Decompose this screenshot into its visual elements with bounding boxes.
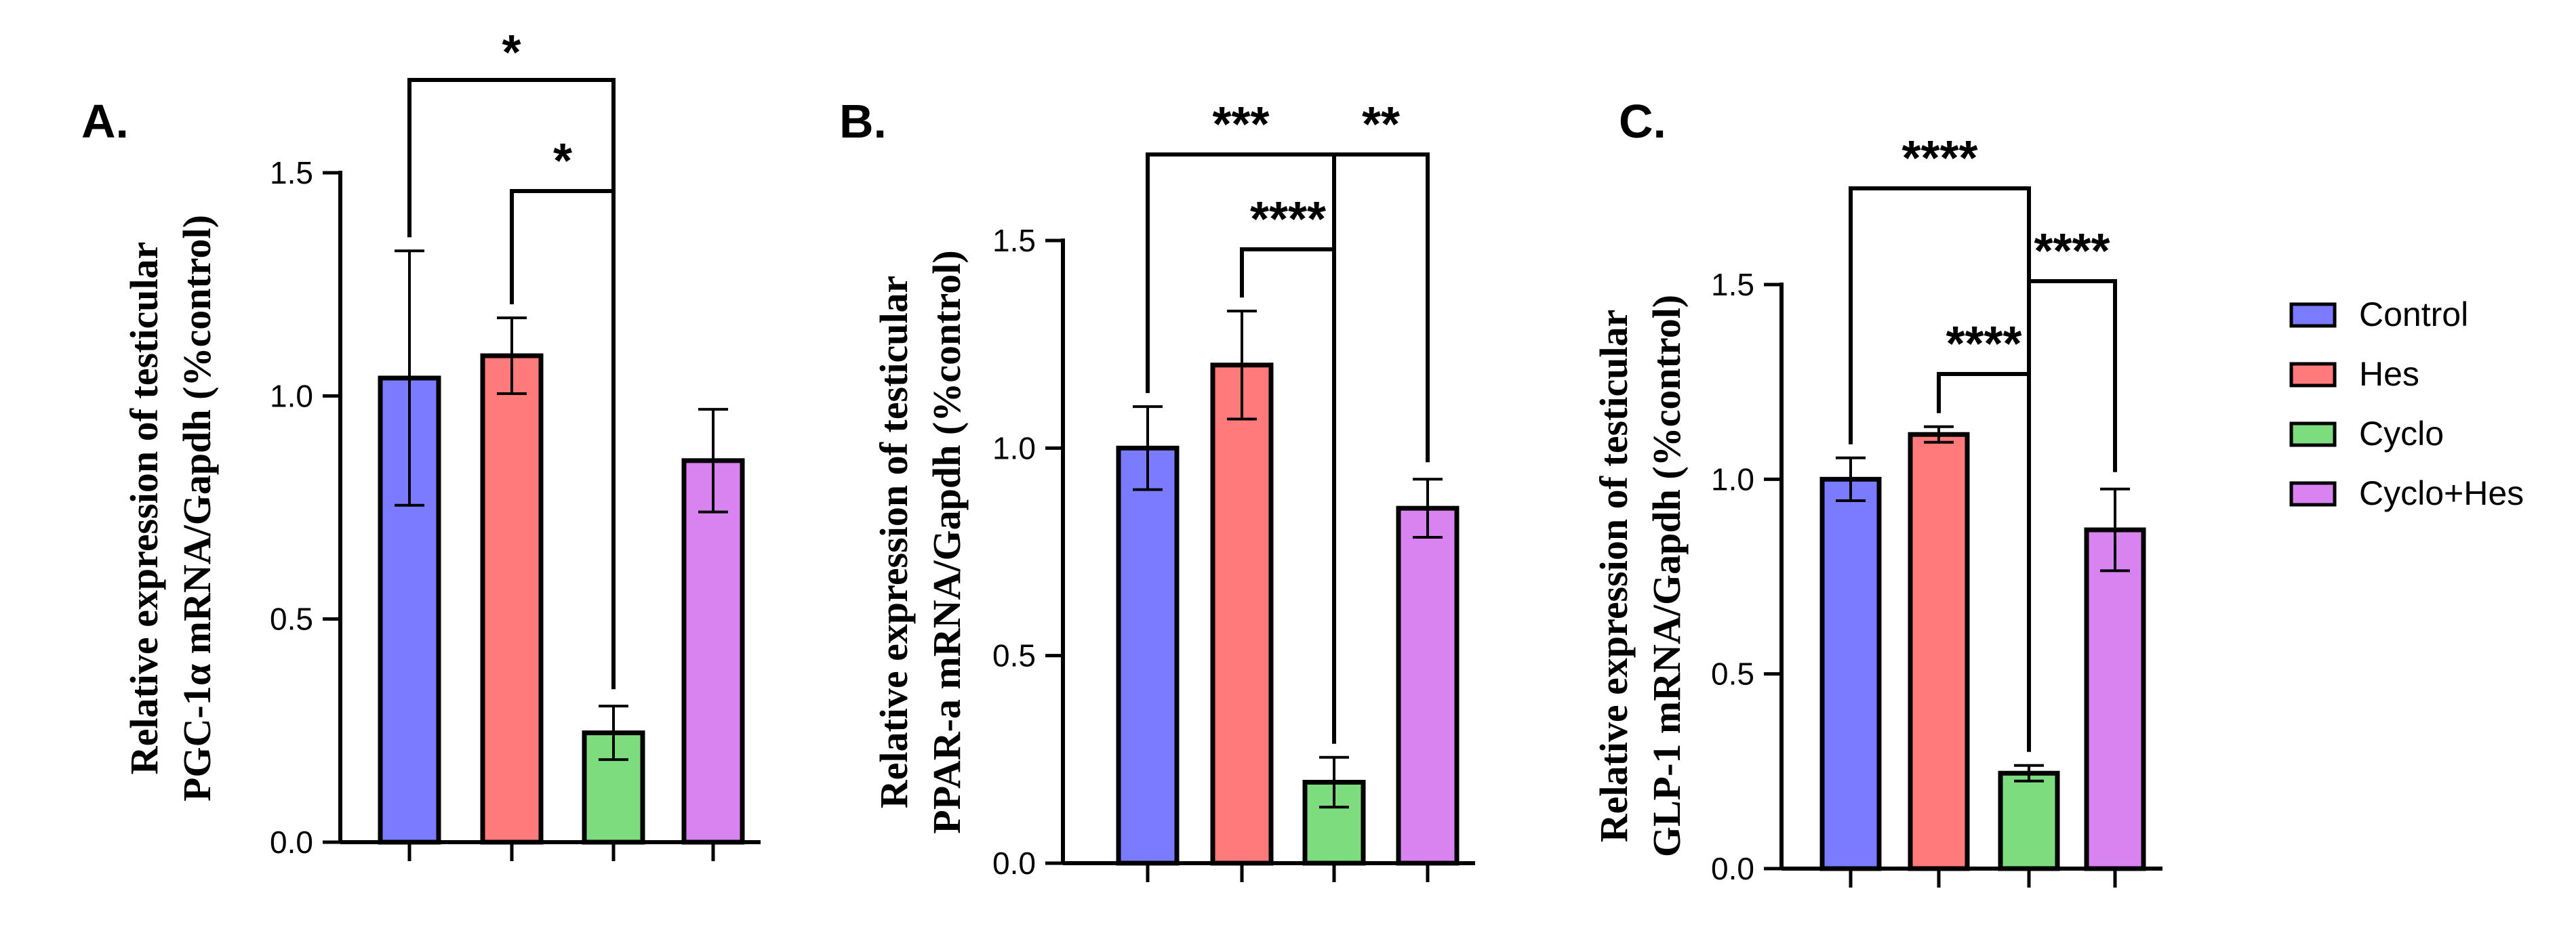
y-tick-label: 0.5 (270, 602, 313, 637)
bar-cyclo (1998, 770, 2060, 871)
legend-swatch (2289, 481, 2337, 507)
significance-bracket (2027, 279, 2117, 752)
legend-label: Cyclo (2359, 415, 2444, 453)
bar-hes (480, 353, 544, 845)
bar-cyclo-hes (1396, 505, 1460, 866)
significance-label: ** (1362, 98, 1400, 152)
bar-hes (1908, 432, 1970, 871)
legend-label: Cyclo+Hes (2359, 474, 2524, 512)
y-tick-label: 1.0 (992, 430, 1036, 465)
significance-label: **** (1250, 192, 1326, 247)
legend-swatch (2289, 421, 2337, 447)
y-axis-title-line2: GLP-1 mRNA/Gapdh (%control) (1645, 295, 1689, 857)
legend: Control Hes Cyclo Cyclo+Hes (2289, 295, 2524, 512)
chart-panel-a: A. Relative expression of testicular PGC-1… (81, 26, 761, 861)
y-tick-label: 0.0 (1711, 851, 1754, 886)
legend-swatch (2289, 362, 2337, 388)
y-axis-title: Relative expression of testicular GLP-1 m… (1592, 295, 1689, 857)
legend-label: Control (2359, 295, 2468, 333)
y-tick-label: 1.5 (270, 155, 313, 190)
y-tick-label: 1.0 (270, 378, 313, 413)
bar-cyclo-hes (681, 458, 745, 845)
significance-label: * (502, 26, 521, 80)
y-axis-title-line2: PGC-1α mRNA/Gapdh (%control) (175, 215, 219, 802)
significance-label: **** (1901, 131, 1977, 186)
panel-label: A. (81, 95, 129, 148)
bar-control (1116, 445, 1180, 866)
significance-label: **** (2034, 224, 2110, 278)
legend-swatch (2289, 302, 2337, 328)
significance-label: *** (1212, 98, 1269, 152)
significance-label: **** (1946, 317, 2021, 371)
y-axis-title-line2: PPAR-a mRNA/Gapdh (%control) (925, 250, 969, 833)
significance-label: * (553, 134, 572, 188)
y-tick-label: 1.0 (1711, 461, 1754, 497)
y-tick-label: 0.5 (1711, 657, 1754, 692)
bar-cyclo-hes (2084, 527, 2146, 871)
panel-label: B. (839, 95, 887, 148)
y-axis-title: Relative expression of testicular PPAR-a … (872, 250, 969, 833)
y-tick-label: 0.5 (992, 638, 1036, 673)
chart-panel-c: C. Relative expression of testicular GLP-1… (1592, 95, 2162, 888)
y-axis-title: Relative expression of testicular PGC-1α … (122, 215, 219, 802)
y-tick-label: 1.5 (992, 223, 1036, 258)
y-axis-title-line1: Relative expression of testicular (122, 242, 166, 775)
significance-bracket (510, 189, 616, 690)
y-tick-label: 0.0 (270, 825, 313, 860)
bar-hes (1210, 362, 1274, 866)
legend-label: Hes (2359, 355, 2419, 393)
y-tick-label: 0.0 (992, 846, 1036, 881)
y-tick-label: 1.5 (1711, 267, 1754, 302)
significance-bracket (1332, 152, 1430, 744)
chart-panel-b: B. Relative expression of testicular PPAR-… (839, 95, 1475, 882)
y-axis-title-line1: Relative expression of testicular (872, 276, 916, 809)
panel-label: C. (1619, 95, 1666, 148)
bar-control (1819, 476, 1882, 871)
y-axis-title-line1: Relative expression of testicular (1592, 310, 1636, 843)
